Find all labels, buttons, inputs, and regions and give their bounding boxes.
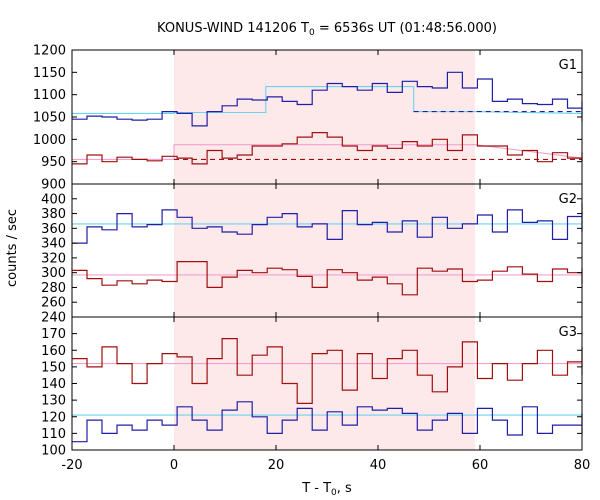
x-tick-label: -20 (61, 458, 82, 473)
y-tick-label: 140 (41, 377, 66, 392)
series-g1-blue (72, 71, 583, 127)
y-tick-label: 1200 (33, 44, 66, 59)
y-tick-label: 400 (41, 192, 66, 207)
y-tick-label: 320 (41, 251, 66, 266)
y-tick-label: 120 (41, 410, 66, 425)
y-tick-label: 380 (41, 207, 66, 222)
x-tick-label: 0 (170, 458, 178, 473)
y-tick-label: 1100 (33, 88, 66, 103)
panel-g1: 900 950 1000 1050 1100 1150 1200 G1 (33, 44, 583, 193)
series-g2-blue (72, 202, 583, 244)
y-tick-label: 280 (41, 281, 66, 296)
x-tick-label: 40 (370, 458, 387, 473)
y-tick-label: 950 (41, 155, 66, 170)
y-tick-label: 110 (41, 427, 66, 442)
y-tick-label: 1050 (33, 111, 66, 126)
y-tick-label: 900 (41, 178, 66, 193)
y-tick-label: 130 (41, 394, 66, 409)
x-axis-title: T - T0, s (301, 481, 352, 498)
shaded-interval (174, 50, 475, 450)
x-tick-label: 20 (268, 458, 285, 473)
x-tick-label: 80 (574, 458, 591, 473)
y-tick-label: 360 (41, 222, 66, 237)
panel-label-g1: G1 (559, 58, 577, 73)
y-tick-label: 150 (41, 360, 66, 375)
y-tick-label: 1000 (33, 133, 66, 148)
series-g1-red (72, 132, 583, 165)
y-tick-label: 1150 (33, 66, 66, 81)
y-tick-label: 300 (41, 266, 66, 281)
y-tick-label: 100 (41, 444, 66, 459)
y-axis-title: counts / sec (5, 209, 20, 287)
y-tick-label: 260 (41, 296, 66, 311)
y-tick-label: 170 (41, 327, 66, 342)
series-g3-red (72, 338, 583, 404)
series-g3-blue (72, 401, 583, 443)
panel-label-g2: G2 (559, 192, 577, 207)
y-tick-label: 340 (41, 237, 66, 252)
panel-label-g3: G3 (559, 325, 577, 340)
series-g2-red (72, 261, 583, 296)
x-tick-label: 60 (472, 458, 489, 473)
chart-title: KONUS-WIND 141206 T0 = 6536s UT (01:48:5… (157, 21, 497, 38)
y-tick-label: 240 (41, 311, 66, 326)
y-tick-label: 160 (41, 344, 66, 359)
